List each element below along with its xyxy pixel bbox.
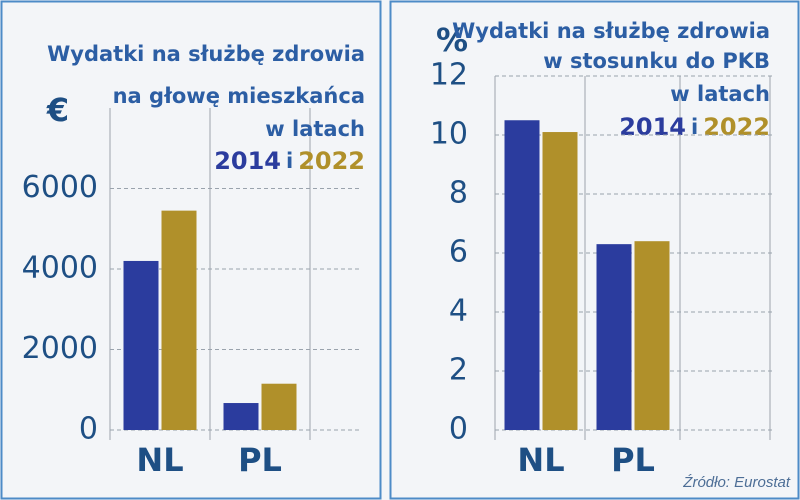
chart-title: na głowę mieszkańca [113,84,365,108]
x-tick-label: NL [136,441,183,479]
legend-entry: 2022 [703,113,770,141]
column-separators [109,76,771,440]
legend-entry: 2014 [619,113,686,141]
legend-entry: 2022 [298,147,365,175]
panel-frame [389,0,800,500]
chart-title: w latach [265,117,365,141]
bar [223,403,259,430]
bar [542,132,578,431]
y-tick-label: 8 [449,176,468,211]
axis-unit: % [436,21,468,59]
bar [261,383,297,430]
y-tick-label: 0 [79,412,98,447]
y-tick-label: 2 [449,353,468,388]
y-tick-label: 4 [449,294,468,329]
y-tick-label: 10 [430,117,468,152]
bar [123,260,159,430]
y-tick-label: 6 [449,235,468,270]
bar [504,120,540,430]
panel-frame [0,0,382,500]
x-tick-label: PL [611,441,655,479]
y-tick-label: 4000 [22,251,98,286]
chart-title: w stosunku do PKB [543,49,770,73]
legend-joiner: i [286,149,293,173]
x-tick-label: NL [517,441,564,479]
y-tick-label: 2000 [22,331,98,366]
bar [161,210,197,430]
axis-unit: € [46,91,69,129]
x-tick-label: PL [238,441,282,479]
y-tick-label: 6000 [22,170,98,205]
chart-title: Wydatki na służbę zdrowia [452,19,770,43]
bar [596,244,632,430]
y-tick-label: 0 [449,412,468,447]
legend-entry: 2014 [214,147,281,175]
bar [634,241,670,430]
source: Źródło: Eurostat [682,474,791,491]
chart-title: Wydatki na służbę zdrowia [47,42,365,66]
y-tick-label: 12 [430,58,468,93]
legend-joiner: i [691,115,698,139]
chart-title: w latach [670,82,770,106]
